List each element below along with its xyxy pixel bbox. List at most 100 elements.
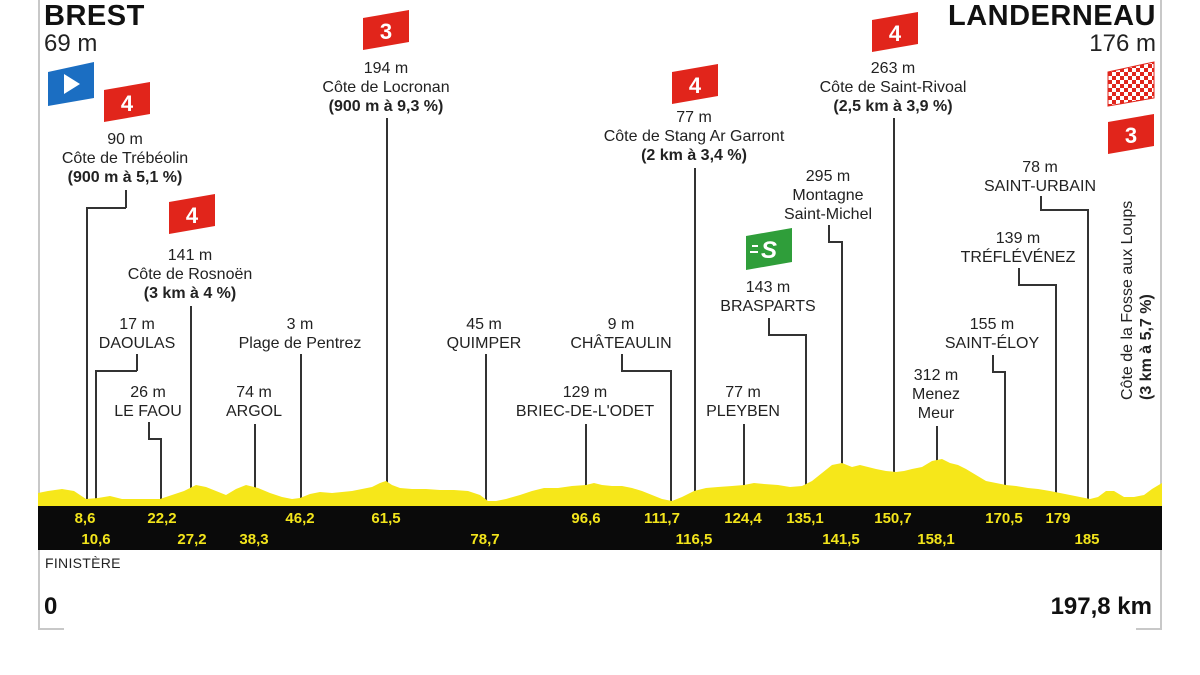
point-name-line2: Meur (917, 405, 955, 422)
point-label-saint-urbain: 78 m SAINT-URBAIN (984, 158, 1096, 196)
start-altitude: 69 m (44, 30, 98, 57)
cat3-badge-icon: 3 (363, 10, 409, 50)
point-name: PLEYBEN (706, 403, 780, 420)
point-name: BRASPARTS (720, 298, 816, 315)
leader-line-pleyben (743, 424, 745, 507)
km-marker: 116,5 (675, 531, 713, 548)
point-label-menez-meur: 312 m Menez Meur (912, 366, 960, 423)
leader-line-quimper (485, 354, 487, 507)
leader-line-trebeolin-v (125, 190, 127, 208)
point-name: Menez (911, 386, 961, 403)
finish-altitude: 176 m (1089, 30, 1156, 57)
point-name: SAINT-ÉLOY (944, 335, 1040, 352)
climb-detail: (900 m à 9,3 %) (328, 98, 444, 115)
leader-line-saint-urbain-v (1040, 196, 1042, 210)
badge-number: 3 (380, 19, 392, 44)
point-altitude: 129 m (562, 384, 608, 401)
leader-line-brasparts-h (768, 334, 806, 336)
point-altitude: 312 m (913, 367, 959, 384)
leader-line-brasparts-v (768, 318, 770, 335)
leader-line-saint-eloy-h (992, 371, 1005, 373)
climb-name: Côte de Saint-Rivoal (819, 79, 967, 96)
climb-altitude: 263 m (870, 60, 916, 77)
point-altitude: 77 m (725, 384, 761, 401)
climb-label-stang-ar-garront: 77 m Côte de Stang Ar Garront (2 km à 3,… (604, 108, 785, 165)
distance-start: 0 (44, 593, 58, 620)
leader-line-treflevenez-h (1018, 284, 1056, 286)
sprint-badge-icon: S (746, 228, 792, 270)
point-name: SAINT-URBAIN (983, 178, 1097, 195)
region-label: FINISTÈRE (45, 555, 121, 571)
leader-line-saint-eloy-v (992, 355, 994, 372)
cat4-badge-icon: 4 (672, 64, 718, 104)
point-altitude: 45 m (466, 316, 502, 333)
leader-line-saint-michel-h (828, 241, 842, 243)
finish-city: LANDERNEAU (948, 0, 1156, 32)
leader-line-saint-urbain-h (1040, 209, 1088, 211)
point-altitude: 17 m (119, 316, 155, 333)
leader-line-trebeolin (86, 207, 88, 507)
point-label-plage-de-pentrez: 3 m Plage de Pentrez (239, 315, 362, 353)
climb-detail: (900 m à 5,1 %) (67, 169, 183, 186)
point-name: BRIEC-DE-L'ODET (515, 403, 655, 420)
leader-line-trebeolin-h (86, 207, 126, 209)
point-label-quimper: 45 m QUIMPER (447, 315, 522, 353)
point-label-pleyben: 77 m PLEYBEN (706, 383, 780, 421)
profile-fill (38, 459, 1162, 507)
point-altitude: 3 m (286, 316, 314, 333)
point-name: CHÂTEAULIN (570, 335, 672, 352)
point-name-line2: Saint-Michel (783, 206, 873, 223)
point-name: QUIMPER (446, 335, 522, 352)
frame-right-border (1160, 0, 1162, 628)
leader-line-pentrez (300, 354, 302, 507)
point-label-briec-de-lodet: 129 m BRIEC-DE-L'ODET (516, 383, 654, 421)
leader-line-le-faou-h (148, 438, 161, 440)
point-name: LE FAOU (114, 403, 182, 420)
climb-altitude: 194 m (363, 60, 409, 77)
km-marker: 61,5 (371, 510, 401, 527)
badge-number: 4 (689, 73, 702, 98)
climb-altitude: 77 m (676, 109, 712, 126)
km-marker: 96,6 (571, 510, 601, 527)
leader-line-stang-ar-garront (694, 168, 696, 507)
km-marker: 141,5 (822, 531, 860, 548)
climb-label-fosse-aux-loups: Côte de la Fosse aux Loups (3 km à 5,7 %… (1118, 201, 1156, 400)
start-city: BREST (44, 0, 145, 32)
cat4-badge-icon: 4 (872, 12, 918, 52)
leader-line-saint-michel-v (828, 225, 830, 242)
point-altitude: 74 m (236, 384, 272, 401)
point-altitude: 9 m (607, 316, 635, 333)
leader-line-brasparts (805, 334, 807, 507)
km-marker: 158,1 (917, 531, 955, 548)
point-altitude: 139 m (995, 230, 1041, 247)
leader-line-saint-michel (841, 241, 843, 507)
climb-label-locronan: 194 m Côte de Locronan (900 m à 9,3 %) (322, 59, 449, 116)
point-altitude: 295 m (805, 168, 851, 185)
point-altitude: 78 m (1022, 159, 1058, 176)
elevation-profile (38, 459, 1162, 507)
badge-number: 4 (121, 91, 134, 116)
km-marker: 135,1 (786, 510, 824, 527)
leader-line-chateaulin-h (621, 370, 671, 372)
climb-detail: (2 km à 3,4 %) (641, 147, 747, 164)
point-label-saint-eloy: 155 m SAINT-ÉLOY (945, 315, 1039, 353)
km-marker: 22,2 (147, 510, 177, 527)
finish-flag-icon (1107, 61, 1155, 107)
leader-line-rosnoen (190, 306, 192, 507)
km-marker: 10,6 (81, 531, 111, 548)
distance-total: 197,8 km (1050, 593, 1152, 620)
climb-detail: (3 km à 5,7 %) (1138, 294, 1155, 400)
sprint-label-brasparts: 143 m BRASPARTS (720, 278, 815, 316)
point-altitude: 26 m (130, 384, 166, 401)
km-marker: 179 (1045, 510, 1071, 527)
leader-line-le-faou (160, 438, 162, 507)
leader-line-daoulas-v (136, 354, 138, 371)
km-marker: 78,7 (470, 531, 500, 548)
point-label-daoulas: 17 m DAOULAS (99, 315, 175, 353)
climb-label-saint-rivoal: 263 m Côte de Saint-Rivoal (2,5 km à 3,9… (820, 59, 967, 116)
frame-left-border (38, 0, 40, 628)
km-marker: 111,7 (644, 510, 680, 527)
km-marker: 46,2 (285, 510, 315, 527)
climb-altitude: 90 m (107, 131, 143, 148)
badge-number: 3 (1125, 123, 1137, 148)
